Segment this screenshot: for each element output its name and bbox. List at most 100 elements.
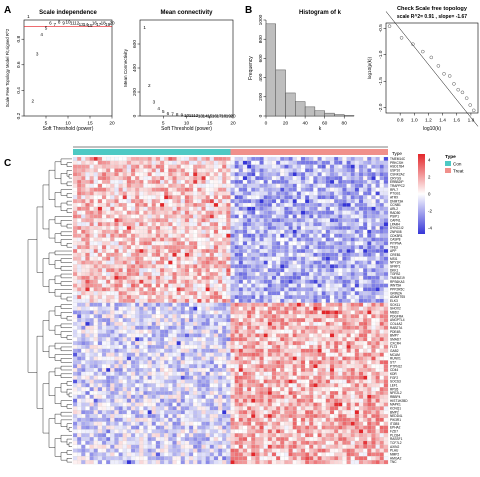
heatmap-cell: [77, 333, 82, 338]
heatmap-cell: [122, 199, 128, 204]
heatmap-cell: [77, 383, 82, 388]
heatmap-cell: [242, 279, 248, 284]
heatmap-cell: [201, 260, 206, 265]
heatmap-cell: [317, 283, 322, 288]
heatmap-cell: [379, 348, 384, 353]
heatmap-cell: [379, 237, 384, 242]
heatmap-cell: [242, 360, 248, 365]
heatmap-cell: [101, 256, 107, 261]
heatmap-cell: [143, 291, 148, 296]
heatmap-cell: [271, 268, 277, 273]
heatmap-cell: [226, 225, 231, 231]
heatmap-cell: [271, 394, 277, 399]
heatmap-cell: [114, 314, 119, 319]
heatmap-cell: [197, 195, 202, 200]
heatmap-cell: [205, 199, 210, 204]
heatmap-cell: [363, 375, 368, 380]
heatmap-cell: [101, 179, 107, 184]
heatmap-cell: [321, 375, 326, 380]
heatmap-cell: [97, 214, 103, 219]
heatmap-cell: [130, 279, 136, 284]
heatmap-cell: [354, 302, 360, 307]
heatmap-cell: [93, 199, 98, 204]
heatmap-cell: [288, 237, 293, 242]
heatmap-cell: [317, 260, 322, 265]
heatmap-cell: [118, 360, 123, 365]
heatmap-cell: [329, 233, 335, 238]
heatmap-cell: [234, 222, 239, 227]
heatmap-cell: [110, 379, 115, 384]
heatmap-cell: [325, 195, 331, 200]
heatmap-cell: [97, 187, 103, 192]
heatmap-cell: [159, 333, 165, 338]
heatmap-cell: [350, 237, 355, 242]
heatmap-cell: [118, 237, 123, 242]
heatmap-cell: [342, 325, 347, 330]
heatmap-cell: [263, 367, 268, 373]
heatmap-cell: [383, 191, 389, 196]
heatmap-cell: [305, 199, 310, 204]
heatmap-cell: [255, 379, 260, 384]
heatmap-cell: [267, 256, 273, 261]
heatmap-cell: [321, 321, 326, 326]
heatmap-cell: [358, 371, 364, 376]
scale-independence-xtick-label: 5: [45, 121, 48, 127]
heatmap-cell: [143, 256, 148, 261]
heatmap-cell: [354, 318, 360, 323]
heatmap-cell: [168, 394, 173, 399]
heatmap-cell: [346, 318, 351, 323]
heatmap-cell: [325, 287, 331, 292]
heatmap-cell: [383, 283, 389, 288]
heatmap-cell: [251, 310, 256, 315]
scale-free-point: [464, 96, 469, 100]
heatmap-cell: [313, 260, 318, 265]
heatmap-cell: [259, 249, 264, 254]
heatmap-cell: [176, 183, 181, 188]
heatmap-cell: [77, 160, 82, 165]
heatmap-cell: [267, 321, 273, 326]
heatmap-cell: [309, 160, 314, 165]
heatmap-cell: [276, 306, 281, 311]
heatmap-cell: [217, 321, 223, 326]
heatmap-cell: [325, 375, 331, 380]
heatmap-cell: [85, 310, 90, 315]
heatmap-cell: [188, 214, 194, 219]
heatmap-cell: [296, 187, 302, 192]
heatmap-cell: [234, 256, 239, 261]
heatmap-cell: [217, 371, 223, 376]
heatmap-cell: [309, 233, 314, 238]
heatmap-cell: [363, 202, 368, 208]
heatmap-cell: [130, 302, 136, 307]
heatmap-cell: [346, 249, 351, 254]
heatmap-cell: [383, 348, 389, 353]
heatmap-cell: [309, 156, 314, 161]
heatmap-cell: [230, 337, 235, 342]
heatmap-cell: [334, 321, 339, 326]
heatmap-cell: [255, 310, 260, 315]
heatmap-cell: [375, 325, 380, 330]
heatmap-cell: [213, 398, 219, 403]
heatmap-cell: [97, 344, 103, 350]
heatmap-cell: [122, 394, 128, 399]
heatmap-cell: [126, 394, 132, 399]
heatmap-cell: [305, 225, 310, 231]
heatmap-cell: [213, 260, 219, 265]
heatmap-cell: [367, 249, 372, 254]
heatmap-cell: [205, 379, 210, 384]
heatmap-cell: [72, 375, 78, 380]
heatmap-cell: [118, 325, 123, 330]
heatmap-cell: [85, 218, 90, 223]
heatmap-cell: [230, 245, 235, 250]
heatmap-cell: [151, 291, 157, 296]
heatmap-cell: [176, 291, 181, 296]
heatmap-cell: [226, 391, 231, 396]
heatmap-cell: [81, 306, 86, 311]
heatmap-cell: [238, 356, 244, 361]
heatmap-cell: [226, 367, 231, 373]
heatmap-cell: [176, 379, 181, 384]
heatmap-cell: [346, 360, 351, 365]
heatmap-cell: [164, 218, 169, 223]
heatmap-cell: [276, 256, 281, 261]
heatmap-cell: [159, 352, 165, 357]
heatmap-cell: [234, 199, 239, 204]
